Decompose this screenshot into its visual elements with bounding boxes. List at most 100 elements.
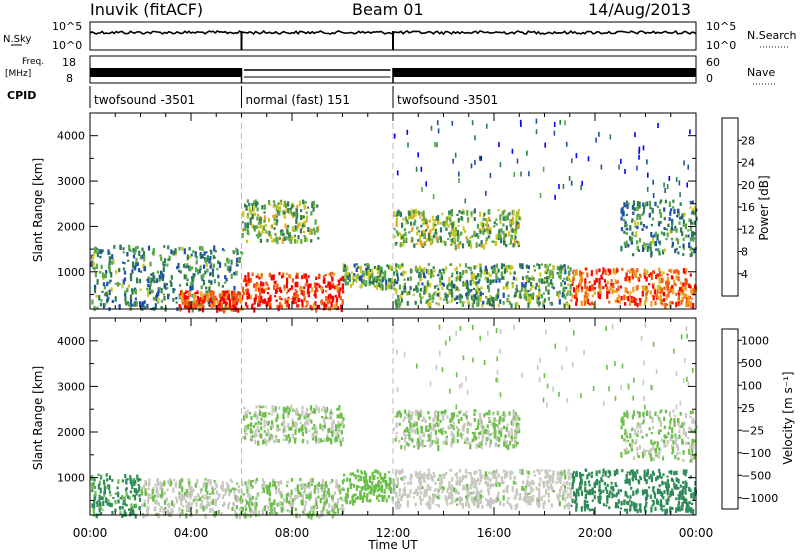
heatmap-cell [645,296,648,299]
heatmap-cell [295,425,298,431]
heatmap-cell [649,474,652,477]
heatmap-cell [429,486,432,491]
heatmap-cell [442,240,445,244]
heatmap-cell [313,230,316,235]
heatmap-cell [348,276,351,280]
heatmap-cell [122,267,126,271]
heatmap-cell [342,417,345,421]
heatmap-cell [155,486,159,491]
heatmap-cell [495,419,498,422]
heatmap-cell [294,211,297,217]
heatmap-cell [433,232,436,238]
heatmap-cell [419,412,422,418]
heatmap-cell [417,414,420,421]
heatmap-cell [208,304,211,307]
heatmap-cell [417,472,421,476]
heatmap-cell [195,300,198,305]
heatmap-cell [559,274,562,280]
heatmap-cell [339,488,342,495]
heatmap-cell [278,271,281,276]
heatmap-cell [245,205,248,211]
heatmap-cell [131,289,134,295]
heatmap-cell [133,481,136,486]
heatmap-cell [693,211,696,216]
heatmap-cell [367,500,370,503]
heatmap-cell [590,474,593,479]
heatmap-cell [631,274,634,278]
heatmap-cell [434,223,437,226]
heatmap-cell [653,287,656,291]
heatmap-cell [436,142,438,148]
heatmap-cell [133,503,136,509]
heatmap-cell [266,238,269,242]
heatmap-cell [298,416,301,421]
heatmap-cell [229,478,232,482]
heatmap-cell [479,291,482,297]
heatmap-cell [312,207,315,212]
heatmap-cell [217,509,220,514]
heatmap-cell [683,160,685,166]
heatmap-cell [244,222,247,229]
heatmap-cell [364,284,367,287]
heatmap-cell [301,303,304,308]
heatmap-cell [544,475,547,479]
heatmap-cell [648,243,651,248]
heatmap-cell [584,486,587,493]
heatmap-cell [370,486,373,493]
heatmap-cell [102,479,106,484]
heatmap-cell [440,410,443,415]
heatmap-cell [199,245,202,251]
heatmap-cell [671,241,674,247]
heatmap-cell [147,283,150,288]
heatmap-cell [489,273,492,278]
heatmap-cell [288,209,291,215]
heatmap-cell [278,305,281,308]
heatmap-cell [575,288,578,295]
heatmap-cell [684,279,687,285]
heatmap-cell [434,411,437,418]
heatmap-cell [429,425,432,429]
heatmap-cell [288,500,291,505]
heatmap-cell [640,221,643,226]
heatmap-cell [562,267,565,271]
heatmap-cell [650,232,653,237]
heatmap-cell [209,264,212,269]
heatmap-cell [241,294,244,300]
heatmap-cell [123,262,126,265]
heatmap-cell [247,276,250,280]
heatmap-cell [529,490,532,495]
heatmap-cell [660,231,663,235]
heatmap-cell [225,277,228,282]
heatmap-cell [608,494,611,498]
heatmap-cell [138,485,141,491]
heatmap-cell [312,505,315,510]
heatmap-cell [664,508,667,515]
heatmap-cell [190,281,193,286]
heatmap-cell [251,509,254,514]
heatmap-cell [652,283,655,289]
heatmap-cell [100,249,103,255]
heatmap-cell [305,493,308,499]
cpid-segment-label: twofsound -3501 [397,93,498,107]
heatmap-cell [480,444,483,450]
heatmap-cell [466,210,469,216]
heatmap-cell [513,228,516,233]
heatmap-cell [675,477,678,482]
heatmap-cell [343,265,346,268]
nsky-strip: N.Sky 10^5 10^0 10^5 10^0 N.Search [3,20,797,52]
heatmap-cell [682,243,685,249]
heatmap-cell [506,484,509,488]
heatmap-cell [122,279,125,285]
heatmap-cell [400,445,403,450]
heatmap-cell [105,270,108,274]
heatmap-cell [427,468,430,472]
heatmap-cell [285,236,288,241]
heatmap-cell [562,495,565,499]
heatmap-cell [301,409,304,416]
heatmap-cell [266,421,269,424]
heatmap-cell [197,498,200,501]
heatmap-cell [260,417,263,421]
heatmap-cell [441,430,444,436]
heatmap-cell [530,485,533,490]
heatmap-cell [439,277,442,283]
